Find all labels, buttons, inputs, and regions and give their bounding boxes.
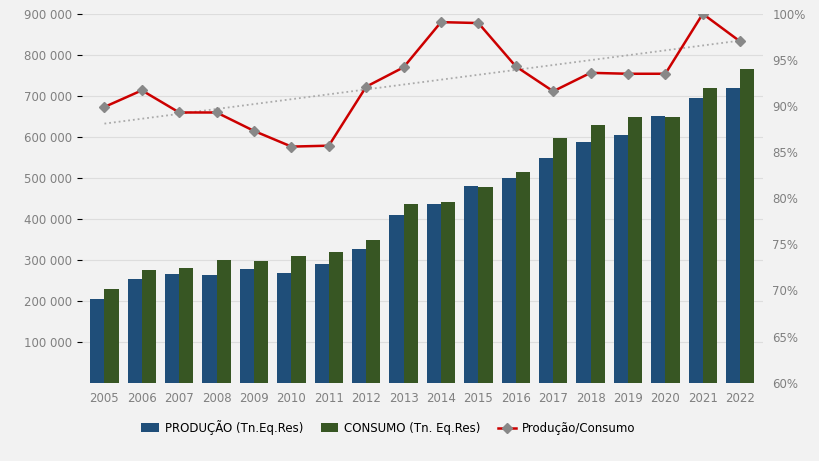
Bar xyxy=(664,117,679,383)
Bar xyxy=(538,158,553,383)
Bar xyxy=(239,269,254,383)
Bar xyxy=(254,260,268,383)
Bar xyxy=(441,202,455,383)
Bar xyxy=(688,98,702,383)
Bar xyxy=(128,279,142,383)
Bar xyxy=(501,178,515,383)
Bar xyxy=(702,88,716,383)
Bar xyxy=(291,255,305,383)
Bar xyxy=(328,252,342,383)
Bar xyxy=(142,270,156,383)
Bar xyxy=(627,117,641,383)
Bar xyxy=(366,240,380,383)
Bar xyxy=(202,275,216,383)
Bar xyxy=(216,260,231,383)
Bar xyxy=(104,289,119,383)
Bar xyxy=(576,142,590,383)
Bar xyxy=(515,171,529,383)
Bar xyxy=(613,135,627,383)
Bar xyxy=(426,204,441,383)
Bar xyxy=(277,273,291,383)
Bar xyxy=(553,137,567,383)
Bar xyxy=(179,268,193,383)
Legend: PRODUÇÃO (Tn.Eq.Res), CONSUMO (Tn. Eq.Res), Produção/Consumo: PRODUÇÃO (Tn.Eq.Res), CONSUMO (Tn. Eq.Re… xyxy=(136,415,640,439)
Bar xyxy=(403,204,418,383)
Bar xyxy=(477,187,492,383)
Bar xyxy=(650,116,664,383)
Bar xyxy=(740,69,753,383)
Bar xyxy=(464,186,477,383)
Bar xyxy=(725,89,740,383)
Bar xyxy=(90,299,104,383)
Bar xyxy=(314,264,328,383)
Bar xyxy=(389,215,403,383)
Bar xyxy=(351,249,366,383)
Bar xyxy=(165,274,179,383)
Bar xyxy=(590,125,604,383)
